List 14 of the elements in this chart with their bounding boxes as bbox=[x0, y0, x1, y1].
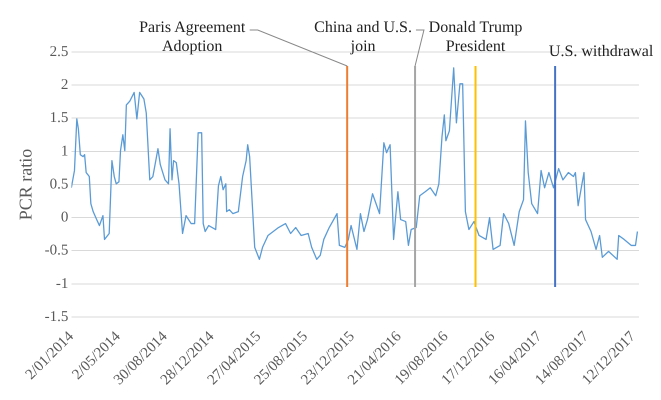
y-axis-title: PCR ratio bbox=[16, 148, 36, 220]
y-tick-label: 1 bbox=[60, 143, 68, 160]
y-tick-label: -0.5 bbox=[44, 242, 68, 259]
y-tick-label: -1 bbox=[56, 276, 68, 292]
y-tick-label: -1.5 bbox=[44, 308, 68, 325]
ref-line-label: U.S. withdrawal bbox=[548, 43, 654, 60]
ref-line-label: Donald Trump President bbox=[428, 19, 522, 56]
y-tick-label: 1.5 bbox=[50, 110, 68, 126]
y-tick-label: 0 bbox=[60, 210, 68, 226]
y-tick-label: 2.5 bbox=[50, 44, 68, 60]
y-tick-label: 2 bbox=[60, 77, 68, 94]
y-tick-label: 0.5 bbox=[50, 176, 68, 192]
ref-line-label: Paris Agreement Adoption bbox=[139, 19, 246, 56]
ref-line-label: China and U.S. join bbox=[314, 19, 412, 56]
